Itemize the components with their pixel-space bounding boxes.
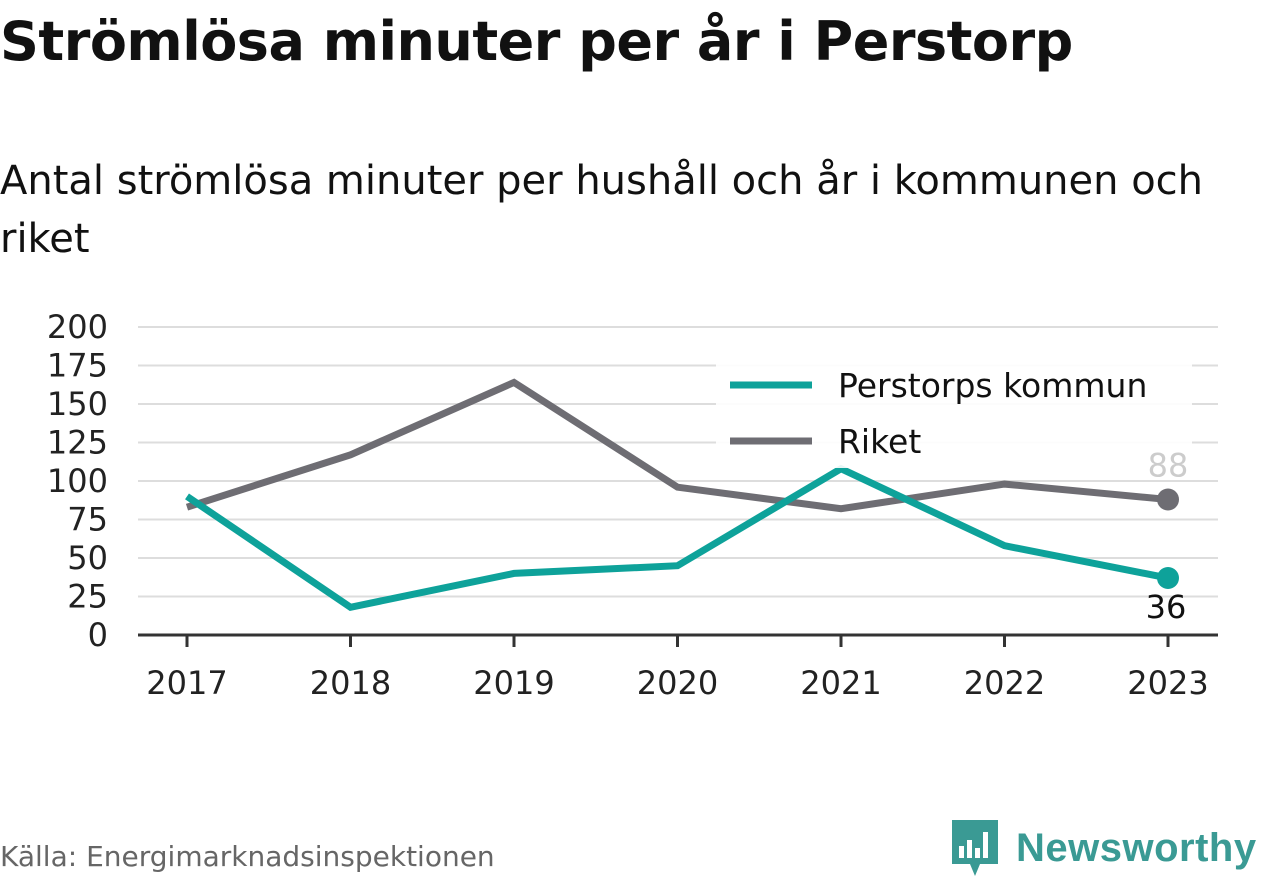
series-line-perstorps-kommun xyxy=(185,464,1169,612)
x-axis: 2017 2018 2019 2020 2021 2022 2023 xyxy=(138,633,1218,702)
x-tick-label: 2022 xyxy=(964,664,1045,702)
chart-subtitle: Antal strömlösa minuter per hushåll och … xyxy=(0,158,1204,262)
x-tick-label: 2018 xyxy=(310,664,391,702)
y-tick-label: 100 xyxy=(47,462,108,500)
end-label-riket: 88 xyxy=(1148,446,1189,484)
series-line-riket xyxy=(185,378,1169,513)
series-lines xyxy=(185,378,1179,612)
x-tick-label: 2023 xyxy=(1127,664,1208,702)
legend-label: Perstorps kommun xyxy=(838,366,1147,405)
legend-background xyxy=(716,356,1192,468)
y-tick-label: 75 xyxy=(67,501,108,539)
brand-name: Newsworthy xyxy=(1016,825,1257,870)
y-tick-label: 50 xyxy=(67,539,108,577)
y-tick-label: 125 xyxy=(47,424,108,462)
legend-label: Riket xyxy=(838,422,921,461)
x-tick-label: 2019 xyxy=(473,664,554,702)
x-tick-label: 2020 xyxy=(637,664,718,702)
y-tick-label: 175 xyxy=(47,347,108,385)
x-tick-label: 2021 xyxy=(800,664,881,702)
y-tick-label: 0 xyxy=(88,616,108,654)
brand-logo: Newsworthy xyxy=(950,818,1257,878)
end-label-perstorps-kommun: 36 xyxy=(1146,588,1187,626)
source-note: Källa: Energimarknadsinspektionen xyxy=(0,840,495,873)
y-tick-label: 25 xyxy=(67,578,108,616)
y-tick-label: 150 xyxy=(47,385,108,423)
legend: Perstorps kommun Riket xyxy=(716,356,1192,468)
y-tick-label: 200 xyxy=(47,308,108,346)
chart-title: Strömlösa minuter per år i Perstorp xyxy=(0,10,1073,73)
newsworthy-logo-icon xyxy=(952,820,998,876)
series-end-point xyxy=(1157,567,1179,590)
series-end-point xyxy=(1157,488,1179,511)
x-tick-label: 2017 xyxy=(146,664,227,702)
end-labels: 36 88 xyxy=(1146,446,1189,626)
